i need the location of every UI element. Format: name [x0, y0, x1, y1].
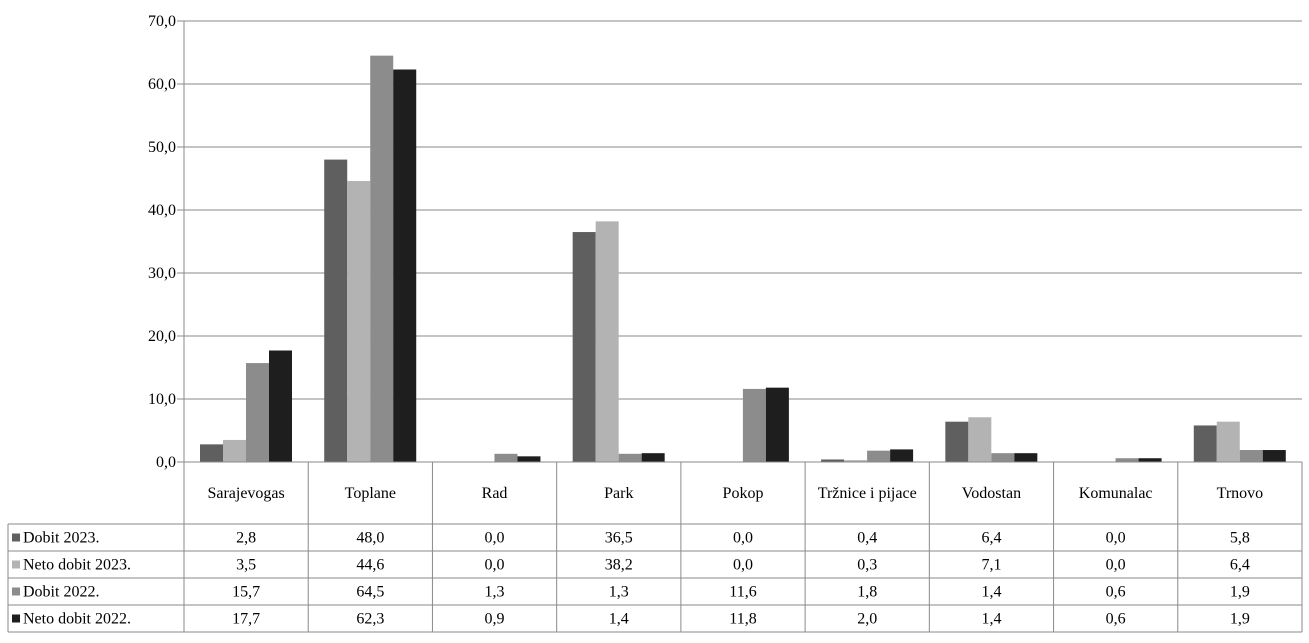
bar	[945, 421, 969, 462]
table-value: 0,0	[1106, 530, 1126, 547]
y-tick-label: 50,0	[148, 139, 176, 156]
legend-key	[12, 614, 20, 623]
category-label: Toplane	[345, 485, 396, 502]
table-value: 11,8	[729, 611, 756, 628]
bars	[200, 55, 1286, 463]
table-value: 5,8	[1230, 530, 1250, 547]
table-value: 0,0	[733, 530, 753, 547]
table-value: 6,4	[1230, 557, 1250, 574]
bar	[1239, 450, 1263, 462]
legend-key	[12, 560, 20, 569]
legend-key	[12, 587, 20, 596]
legend-key	[12, 533, 20, 542]
table-value: 1,8	[857, 584, 877, 601]
bar	[200, 444, 223, 462]
table-value: 2,8	[236, 530, 256, 547]
category-label: Pokop	[723, 485, 764, 502]
table-value: 0,0	[1106, 557, 1126, 574]
table-value: 1,9	[1230, 611, 1250, 628]
y-tick-label: 30,0	[148, 265, 176, 282]
bar	[641, 453, 665, 462]
table-value: 0,6	[1106, 611, 1126, 628]
bar	[324, 159, 348, 462]
bar	[991, 453, 1015, 462]
category-label: Rad	[482, 485, 508, 502]
bar	[867, 450, 891, 462]
bar	[370, 55, 394, 463]
table-value: 7,1	[981, 557, 1001, 574]
legend-label: Neto dobit 2022.	[23, 611, 131, 628]
bar	[765, 387, 789, 462]
y-tick-label: 20,0	[148, 328, 176, 345]
bar	[618, 453, 642, 462]
table-value: 0,9	[485, 611, 505, 628]
bar	[595, 221, 619, 462]
category-label: Tržnice i pijace	[818, 485, 917, 502]
y-tick-label: 10,0	[148, 391, 176, 408]
table-value: 0,4	[857, 530, 877, 547]
category-label: Sarajevogas	[207, 485, 284, 502]
y-tick-label: 0,0	[156, 454, 176, 471]
data-table: Sarajevogas Toplane Rad Park Pokop Tržnice i …	[7, 461, 1303, 633]
y-tick-label: 40,0	[148, 202, 176, 219]
table-value: 1,4	[981, 584, 1001, 601]
bar	[742, 388, 766, 462]
bar	[572, 232, 596, 462]
bar	[223, 439, 246, 462]
table-value: 0,0	[485, 557, 505, 574]
bar	[1193, 425, 1217, 462]
category-label: Komunalac	[1079, 485, 1153, 502]
category-label: Vodostan	[962, 485, 1021, 502]
bar	[1216, 421, 1240, 462]
table-value: 1,4	[981, 611, 1001, 628]
table-value: 1,3	[485, 584, 505, 601]
bar	[844, 460, 868, 462]
table-value: 15,7	[232, 584, 260, 601]
bar	[968, 417, 992, 462]
bar	[517, 456, 541, 462]
table-value: 6,4	[981, 530, 1001, 547]
table-value: 0,6	[1106, 584, 1126, 601]
table-value: 0,3	[857, 557, 877, 574]
table-value: 38,2	[605, 557, 633, 574]
bar	[1014, 453, 1038, 462]
table-value: 11,6	[729, 584, 756, 601]
legend-label: Neto dobit 2023.	[23, 557, 131, 574]
bar	[821, 459, 845, 462]
table-value: 64,5	[356, 584, 384, 601]
table-value: 44,6	[356, 557, 384, 574]
bar	[1262, 450, 1286, 462]
y-axis: 0,0 10,0 20,0 30,0 40,0 50,0 60,0 70,0	[148, 13, 185, 471]
y-tick-label: 60,0	[148, 76, 176, 93]
bar	[1115, 458, 1139, 462]
table-value: 36,5	[605, 530, 633, 547]
table-value: 1,3	[609, 584, 629, 601]
bar	[269, 350, 292, 462]
legend-label: Dobit 2023.	[23, 530, 99, 547]
table-value: 48,0	[356, 530, 384, 547]
table-value: 1,4	[609, 611, 629, 628]
table-value: 1,9	[1230, 584, 1250, 601]
table-value: 0,0	[733, 557, 753, 574]
y-tick-label: 70,0	[148, 13, 176, 30]
table-value: 17,7	[232, 611, 260, 628]
bar	[890, 449, 914, 462]
table-value: 0,0	[485, 530, 505, 547]
table-value: 62,3	[356, 611, 384, 628]
bar	[347, 181, 371, 462]
table-value: 2,0	[857, 611, 877, 628]
bar	[494, 453, 518, 462]
table-value: 3,5	[236, 557, 256, 574]
bar	[1138, 458, 1162, 462]
legend-label: Dobit 2022.	[23, 584, 99, 601]
bar	[246, 363, 269, 462]
category-label: Park	[604, 485, 633, 502]
category-label: Trnovo	[1217, 485, 1264, 502]
bar	[393, 69, 417, 462]
